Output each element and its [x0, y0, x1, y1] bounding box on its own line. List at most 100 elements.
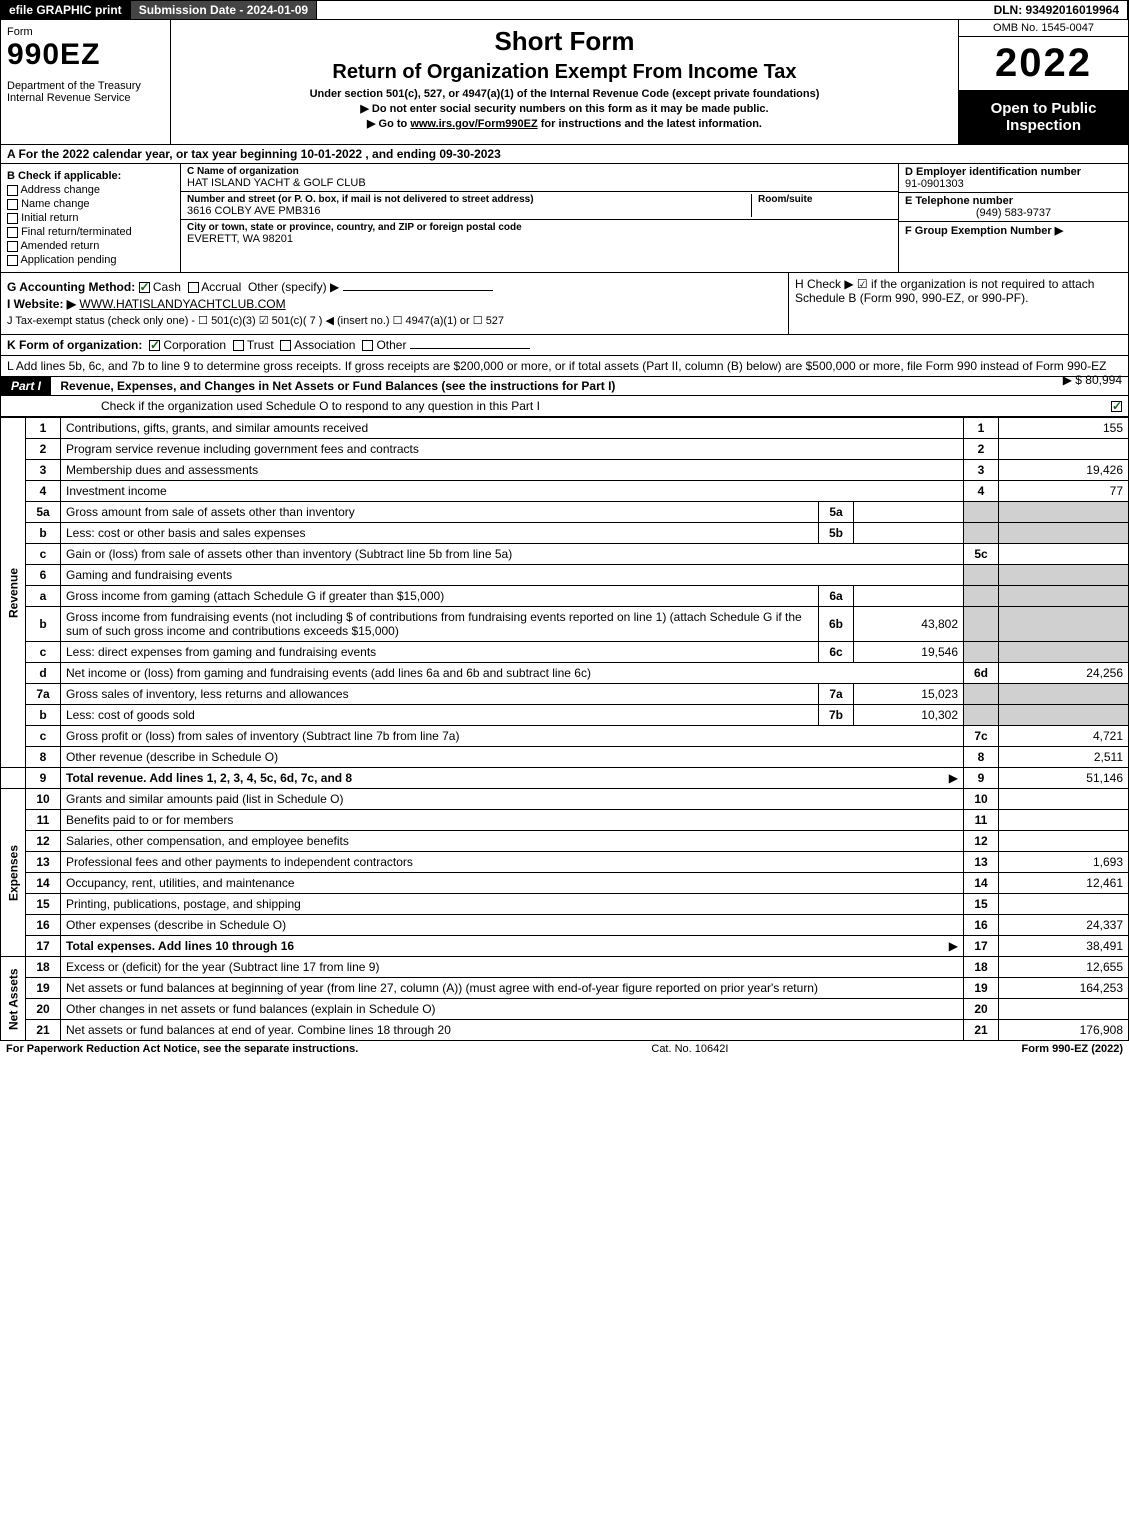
l6c-num: c — [26, 642, 61, 663]
l13-ref: 13 — [964, 852, 999, 873]
l20-desc: Other changes in net assets or fund bala… — [61, 999, 964, 1020]
part1-header-row: Part I Revenue, Expenses, and Changes in… — [0, 377, 1129, 396]
l6-desc: Gaming and fundraising events — [61, 565, 964, 586]
city-value: EVERETT, WA 98201 — [187, 233, 892, 245]
line-11: 11Benefits paid to or for members11 — [1, 810, 1129, 831]
ein-cell: D Employer identification number 91-0901… — [899, 164, 1128, 193]
l3-desc: Membership dues and assessments — [61, 460, 964, 481]
subtitle-section: Under section 501(c), 527, or 4947(a)(1)… — [181, 88, 948, 100]
omb-number: OMB No. 1545-0047 — [959, 20, 1128, 37]
line-6d: d Net income or (loss) from gaming and f… — [1, 663, 1129, 684]
l5b-desc: Less: cost or other basis and sales expe… — [61, 523, 819, 544]
l7c-amt: 4,721 — [999, 726, 1129, 747]
street-value: 3616 COLBY AVE PMB316 — [187, 205, 751, 217]
part1-badge: Part I — [1, 377, 51, 395]
line-6c: c Less: direct expenses from gaming and … — [1, 642, 1129, 663]
website-link[interactable]: WWW.HATISLANDYACHTCLUB.COM — [79, 297, 285, 311]
group-cell: F Group Exemption Number ▶ — [899, 222, 1128, 239]
other-specify-line — [343, 290, 493, 291]
l20-amt — [999, 999, 1129, 1020]
l8-num: 8 — [26, 747, 61, 768]
chk-amended[interactable]: Amended return — [7, 240, 174, 252]
l6d-num: d — [26, 663, 61, 684]
g-label: G Accounting Method: — [7, 280, 135, 294]
l18-desc: Excess or (deficit) for the year (Subtra… — [61, 957, 964, 978]
other-k-label: Other — [376, 338, 406, 352]
chk-initial[interactable]: Initial return — [7, 212, 174, 224]
l16-desc: Other expenses (describe in Schedule O) — [61, 915, 964, 936]
chk-assoc[interactable] — [280, 340, 291, 351]
chk-corp[interactable] — [149, 340, 160, 351]
room-label: Room/suite — [758, 194, 892, 205]
l5b-amt-gray — [999, 523, 1129, 544]
form-header: Form 990EZ Department of the Treasury In… — [0, 20, 1129, 145]
open-inspection: Open to Public Inspection — [959, 90, 1128, 144]
line-3: 3 Membership dues and assessments 3 19,4… — [1, 460, 1129, 481]
l2-desc: Program service revenue including govern… — [61, 439, 964, 460]
city-cell: City or town, state or province, country… — [181, 220, 898, 247]
l5a-num: 5a — [26, 502, 61, 523]
line-5a: 5a Gross amount from sale of assets othe… — [1, 502, 1129, 523]
l6c-sref: 6c — [819, 642, 854, 663]
k-label: K Form of organization: — [7, 338, 142, 352]
l6-amt-gray — [999, 565, 1129, 586]
other-k-line — [410, 348, 530, 349]
goto-pre: ▶ Go to — [367, 118, 410, 130]
part1-title: Revenue, Expenses, and Changes in Net As… — [60, 379, 615, 393]
b-header: B Check if applicable: — [7, 170, 174, 182]
line-5c: c Gain or (loss) from sale of assets oth… — [1, 544, 1129, 565]
footer-catno: Cat. No. 10642I — [358, 1043, 1021, 1055]
l7a-desc: Gross sales of inventory, less returns a… — [61, 684, 819, 705]
block-bcd: B Check if applicable: Address change Na… — [0, 164, 1129, 273]
l6a-sref: 6a — [819, 586, 854, 607]
l7c-desc: Gross profit or (loss) from sales of inv… — [61, 726, 964, 747]
chk-other[interactable] — [362, 340, 373, 351]
chk-name[interactable]: Name change — [7, 198, 174, 210]
tel-value: (949) 583-9737 — [905, 207, 1122, 219]
l1-desc: Contributions, gifts, grants, and simila… — [61, 418, 964, 439]
l-amount: ▶ $ 80,994 — [1063, 373, 1122, 387]
street-cell: Number and street (or P. O. box, if mail… — [181, 192, 898, 220]
line-18: Net Assets 18Excess or (deficit) for the… — [1, 957, 1129, 978]
page-footer: For Paperwork Reduction Act Notice, see … — [0, 1041, 1129, 1057]
line-4: 4 Investment income 4 77 — [1, 481, 1129, 502]
chk-accrual[interactable] — [188, 282, 199, 293]
other-label: Other (specify) ▶ — [248, 280, 339, 294]
l6c-samt: 19,546 — [854, 642, 964, 663]
org-name-label: C Name of organization — [187, 166, 892, 177]
chk-cash[interactable] — [139, 282, 150, 293]
l-text: L Add lines 5b, 6c, and 7b to line 9 to … — [7, 359, 1106, 373]
row-k: K Form of organization: Corporation Trus… — [0, 335, 1129, 356]
chk-pending[interactable]: Application pending — [7, 254, 174, 266]
l14-desc: Occupancy, rent, utilities, and maintena… — [61, 873, 964, 894]
l5b-ref-gray — [964, 523, 999, 544]
irs-link[interactable]: www.irs.gov/Form990EZ — [410, 118, 537, 130]
chk-schedule-o[interactable] — [1111, 401, 1122, 412]
chk-trust[interactable] — [233, 340, 244, 351]
l7b-sref: 7b — [819, 705, 854, 726]
line-14: 14Occupancy, rent, utilities, and mainte… — [1, 873, 1129, 894]
l10-amt — [999, 789, 1129, 810]
chk-final[interactable]: Final return/terminated — [7, 226, 174, 238]
chk-amended-label: Amended return — [20, 240, 99, 252]
l6b-ref-gray — [964, 607, 999, 642]
l19-desc: Net assets or fund balances at beginning… — [61, 978, 964, 999]
line-8: 8 Other revenue (describe in Schedule O)… — [1, 747, 1129, 768]
l7b-amt-gray — [999, 705, 1129, 726]
l5a-sref: 5a — [819, 502, 854, 523]
l6c-desc: Less: direct expenses from gaming and fu… — [61, 642, 819, 663]
l3-num: 3 — [26, 460, 61, 481]
line-6b: b Gross income from fundraising events (… — [1, 607, 1129, 642]
l17-ref: 17 — [964, 936, 999, 957]
chk-address[interactable]: Address change — [7, 184, 174, 196]
l7b-samt: 10,302 — [854, 705, 964, 726]
l6b-sref: 6b — [819, 607, 854, 642]
l13-amt: 1,693 — [999, 852, 1129, 873]
line-2: 2 Program service revenue including gove… — [1, 439, 1129, 460]
l14-amt: 12,461 — [999, 873, 1129, 894]
corp-label: Corporation — [163, 338, 226, 352]
line-7a: 7a Gross sales of inventory, less return… — [1, 684, 1129, 705]
city-label: City or town, state or province, country… — [187, 222, 892, 233]
line-7c: c Gross profit or (loss) from sales of i… — [1, 726, 1129, 747]
l5a-amt-gray — [999, 502, 1129, 523]
